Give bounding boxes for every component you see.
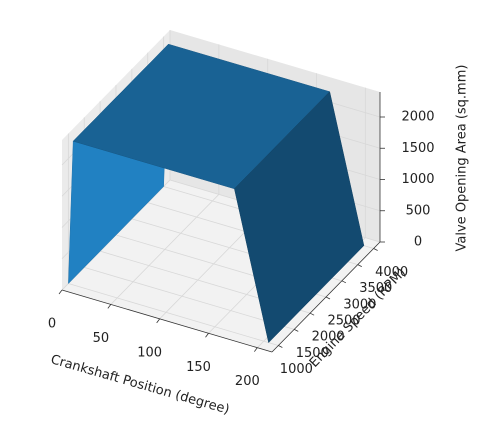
z-tick-label: 500 (406, 203, 431, 218)
z-tick-label: 1000 (401, 172, 434, 187)
y-tick (294, 328, 299, 332)
x-tick-label: 0 (48, 317, 56, 332)
y-axis (271, 241, 381, 353)
y-tick-label: 1500 (296, 346, 329, 361)
grid-line (84, 266, 295, 330)
x-tick-label: 50 (93, 331, 110, 346)
y-tick (341, 280, 347, 284)
y-tick-label: 3500 (359, 281, 392, 296)
z-axis-label: Valve Opening Area (sq.mm) (455, 65, 470, 252)
z-tick-label: 1500 (401, 141, 434, 156)
x-tick (156, 318, 160, 324)
y-tick (309, 312, 315, 316)
y-tick-label: 3000 (343, 297, 376, 312)
y-tick (357, 264, 362, 268)
x-axis (61, 289, 273, 353)
x-tick-label: 150 (186, 360, 211, 375)
x-tick (58, 289, 63, 295)
x-tick-label: 100 (137, 345, 162, 360)
z-tick-label: 0 (414, 235, 422, 250)
y-tick (373, 248, 378, 251)
y-tick-label: 2000 (312, 330, 345, 345)
x-tick (107, 304, 112, 309)
x-tick-label: 200 (235, 374, 260, 389)
grid-line (68, 283, 279, 346)
x-tick (254, 347, 258, 352)
y-tick-label: 4000 (375, 265, 408, 280)
y-tick (325, 296, 331, 300)
y-tick-label: 2500 (327, 314, 360, 329)
y-tick-label: 1000 (280, 362, 313, 377)
surface-face (234, 91, 365, 344)
x-tick (205, 333, 209, 338)
z-tick-label: 2000 (401, 110, 434, 125)
y-tick (278, 345, 283, 348)
